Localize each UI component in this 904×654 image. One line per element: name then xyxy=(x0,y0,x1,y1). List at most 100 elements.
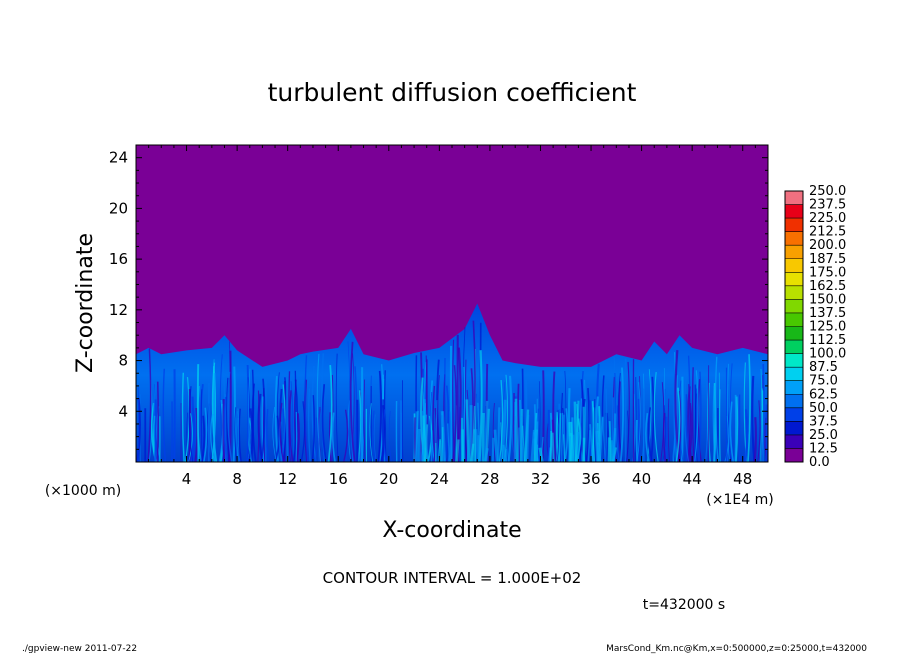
turbulence-streak xyxy=(615,405,619,462)
core-streak xyxy=(481,412,485,462)
turbulence-streak xyxy=(327,364,333,462)
turbulence-streak xyxy=(227,371,233,462)
colorbar-swatch xyxy=(785,340,803,354)
turbulence-streak xyxy=(147,348,152,462)
colorbar-label: 187.5 xyxy=(809,252,846,267)
contour-interval-label: CONTOUR INTERVAL = 1.000E+02 xyxy=(323,569,582,587)
turbulence-streak xyxy=(650,376,655,462)
turbulence-streak xyxy=(311,395,315,462)
turbulence-streak xyxy=(288,381,294,462)
turbulence-streak xyxy=(729,401,734,462)
turbulence-streak xyxy=(541,370,545,462)
core-streak xyxy=(561,412,564,462)
turbulence-streak xyxy=(677,390,682,462)
turbulence-streak xyxy=(619,367,625,462)
turbulence-streak xyxy=(751,375,756,462)
core-streak xyxy=(447,423,450,462)
core-streak xyxy=(518,399,524,462)
x-tick-label: 8 xyxy=(232,470,242,488)
core-streak xyxy=(598,416,604,462)
turbulence-streak xyxy=(188,386,194,462)
colorbar-swatch xyxy=(785,326,803,341)
colorbar-swatch xyxy=(785,407,803,422)
core-streak xyxy=(535,421,539,462)
colorbar-label: 50.0 xyxy=(809,401,838,416)
core-streak xyxy=(589,424,594,462)
colorbar-swatch xyxy=(785,285,803,300)
colorbar-swatch xyxy=(785,299,803,313)
colorbar-label: 200.0 xyxy=(809,238,846,253)
turbulence-streak xyxy=(162,368,167,462)
y-axis-label: Z-coordinate xyxy=(73,233,98,373)
turbulence-streak xyxy=(662,405,666,462)
colorbar-swatch xyxy=(785,421,803,435)
turbulence-streak xyxy=(429,392,434,462)
colorbar-swatch xyxy=(785,448,803,462)
core-streak xyxy=(434,400,438,462)
core-streak xyxy=(562,434,566,462)
colorbar-swatch xyxy=(785,204,803,219)
core-streak xyxy=(465,399,471,462)
turbulence-streak xyxy=(712,385,716,462)
x-tick-label: 40 xyxy=(632,470,651,488)
y-axis: 4 8 12 16 20 24 xyxy=(109,144,768,463)
core-streak xyxy=(483,400,489,462)
turbulence-streak xyxy=(201,389,203,462)
turbulence-streak xyxy=(683,374,690,462)
turbulence-streak xyxy=(234,407,238,462)
turbulence-streak xyxy=(714,356,719,462)
core-streak xyxy=(455,439,460,462)
turbulence-streak xyxy=(311,365,317,462)
turbulence-streak xyxy=(377,370,383,462)
turbulence-streak xyxy=(321,384,327,462)
time-label: t=432000 s xyxy=(643,597,725,613)
turbulence-streak xyxy=(432,385,437,462)
x-tick-label: 4 xyxy=(182,470,192,488)
turbulence-streak xyxy=(552,371,557,462)
colorbar-swatch xyxy=(785,191,803,205)
x-tick-label: 12 xyxy=(278,470,297,488)
core-streak xyxy=(474,429,480,462)
core-streak xyxy=(477,402,481,462)
colorbar-swatch xyxy=(785,434,803,449)
turbulence-streak xyxy=(637,398,641,462)
colorbar-label: 250.0 xyxy=(809,184,846,199)
core-streak xyxy=(440,427,444,462)
turbulence-streak xyxy=(188,413,193,462)
colorbar: 0.012.525.037.550.062.575.087.5100.0112.… xyxy=(784,184,846,470)
colorbar-label: 125.0 xyxy=(809,320,846,335)
turbulence-streak xyxy=(304,355,309,462)
colorbar-label: 87.5 xyxy=(809,360,838,375)
colorbar-label: 75.0 xyxy=(809,374,838,389)
colorbar-label: 225.0 xyxy=(809,211,846,226)
x-tick-label: 20 xyxy=(379,470,398,488)
core-streak xyxy=(469,443,475,462)
colorbar-label: 162.5 xyxy=(809,279,846,294)
x-axis: 4 8 12 16 20 24 28 32 36 40 44 48 xyxy=(135,145,769,488)
turbulence-streak xyxy=(153,382,159,462)
turbulence-streak xyxy=(636,382,641,462)
core-streak xyxy=(437,440,441,462)
turbulence-streak xyxy=(646,369,652,462)
turbulence-streak xyxy=(662,412,667,462)
turbulence-streak xyxy=(288,371,291,462)
core-streak xyxy=(461,429,465,462)
turbulence-streak xyxy=(492,403,497,462)
y-unit-label: (×1000 m) xyxy=(45,483,121,499)
colorbar-label: 12.5 xyxy=(809,441,838,456)
turbulent-streaks xyxy=(136,320,768,462)
colorbar-label: 212.5 xyxy=(809,225,846,240)
core-streak xyxy=(551,432,555,462)
turbulence-streak xyxy=(373,414,377,462)
turbulence-streak xyxy=(272,406,277,462)
turbulence-streak xyxy=(681,376,684,462)
turbulence-streak xyxy=(647,407,653,462)
turbulence-streak xyxy=(615,388,620,462)
turbulence-streak xyxy=(757,400,761,462)
colorbar-label: 150.0 xyxy=(809,292,846,307)
y-tick-label: 20 xyxy=(109,199,128,217)
turbulence-streak xyxy=(357,390,362,462)
turbulence-streak xyxy=(625,410,629,462)
turbulence-streak xyxy=(753,417,757,462)
core-streak xyxy=(466,439,469,462)
